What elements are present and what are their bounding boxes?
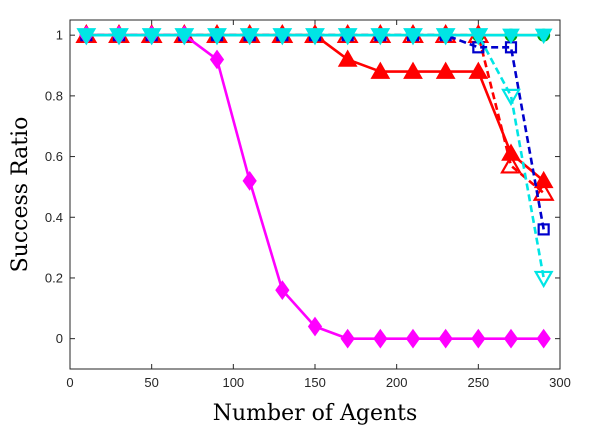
- data-point-marker: [175, 28, 194, 45]
- data-point-marker: [242, 170, 257, 191]
- data-point-marker: [208, 28, 226, 45]
- data-point-marker: [536, 328, 551, 349]
- data-point-marker: [502, 28, 520, 45]
- data-point-marker: [403, 61, 423, 79]
- data-point-marker: [404, 28, 422, 45]
- x-axis-label: Number of Agents: [213, 401, 418, 426]
- y-tick-label: 0.2: [45, 270, 63, 285]
- y-tick-label: 0.8: [45, 88, 63, 103]
- data-point-marker: [273, 28, 292, 45]
- data-point-marker: [306, 28, 324, 45]
- data-point-marker: [77, 28, 96, 45]
- data-point-marker: [371, 28, 390, 45]
- data-point-marker: [240, 28, 259, 45]
- x-tick-label: 0: [66, 375, 73, 390]
- data-point-marker: [340, 328, 355, 349]
- data-point-marker: [275, 280, 290, 300]
- x-tick-label: 50: [144, 375, 158, 390]
- data-point-marker: [338, 28, 357, 45]
- data-point-marker: [500, 154, 522, 174]
- data-point-marker: [469, 28, 488, 45]
- data-point-marker: [110, 28, 128, 45]
- x-tick-label: 200: [386, 375, 408, 390]
- data-point-marker: [533, 270, 554, 289]
- data-point-marker: [532, 181, 555, 201]
- y-tick-label: 0.6: [45, 149, 63, 164]
- series-layer: [75, 23, 555, 349]
- data-point-marker: [436, 28, 455, 45]
- data-point-marker: [209, 49, 225, 70]
- data-point-marker: [471, 328, 486, 349]
- data-point-marker: [405, 328, 421, 349]
- data-point-marker: [534, 28, 553, 45]
- data-point-marker: [142, 28, 161, 45]
- data-point-marker: [533, 170, 554, 189]
- data-point-marker: [307, 316, 323, 337]
- y-axis-label: Success Ratio: [8, 117, 33, 273]
- data-point-marker: [468, 61, 489, 79]
- series-7: [77, 28, 553, 45]
- axis-ticks: 0 50 100 150 200 250 300 0 0.2 0.4 0.6 0.8 1: [45, 20, 571, 390]
- y-tick-label: 1: [56, 28, 63, 43]
- data-point-marker: [501, 143, 521, 161]
- x-tick-label: 250: [467, 375, 489, 390]
- data-point-marker: [337, 49, 358, 67]
- x-tick-label: 150: [304, 375, 326, 390]
- data-point-marker: [370, 61, 391, 79]
- data-point-marker: [373, 328, 388, 349]
- data-point-marker: [503, 328, 519, 349]
- data-point-marker: [435, 61, 456, 79]
- data-point-marker: [537, 223, 550, 236]
- data-point-marker: [438, 328, 453, 349]
- y-tick-label: 0.4: [45, 210, 63, 225]
- data-point-marker: [501, 88, 521, 107]
- axes-box: [69, 19, 561, 370]
- y-tick-label: 0: [56, 331, 63, 346]
- x-tick-label: 300: [549, 375, 571, 390]
- x-tick-label: 100: [222, 375, 244, 390]
